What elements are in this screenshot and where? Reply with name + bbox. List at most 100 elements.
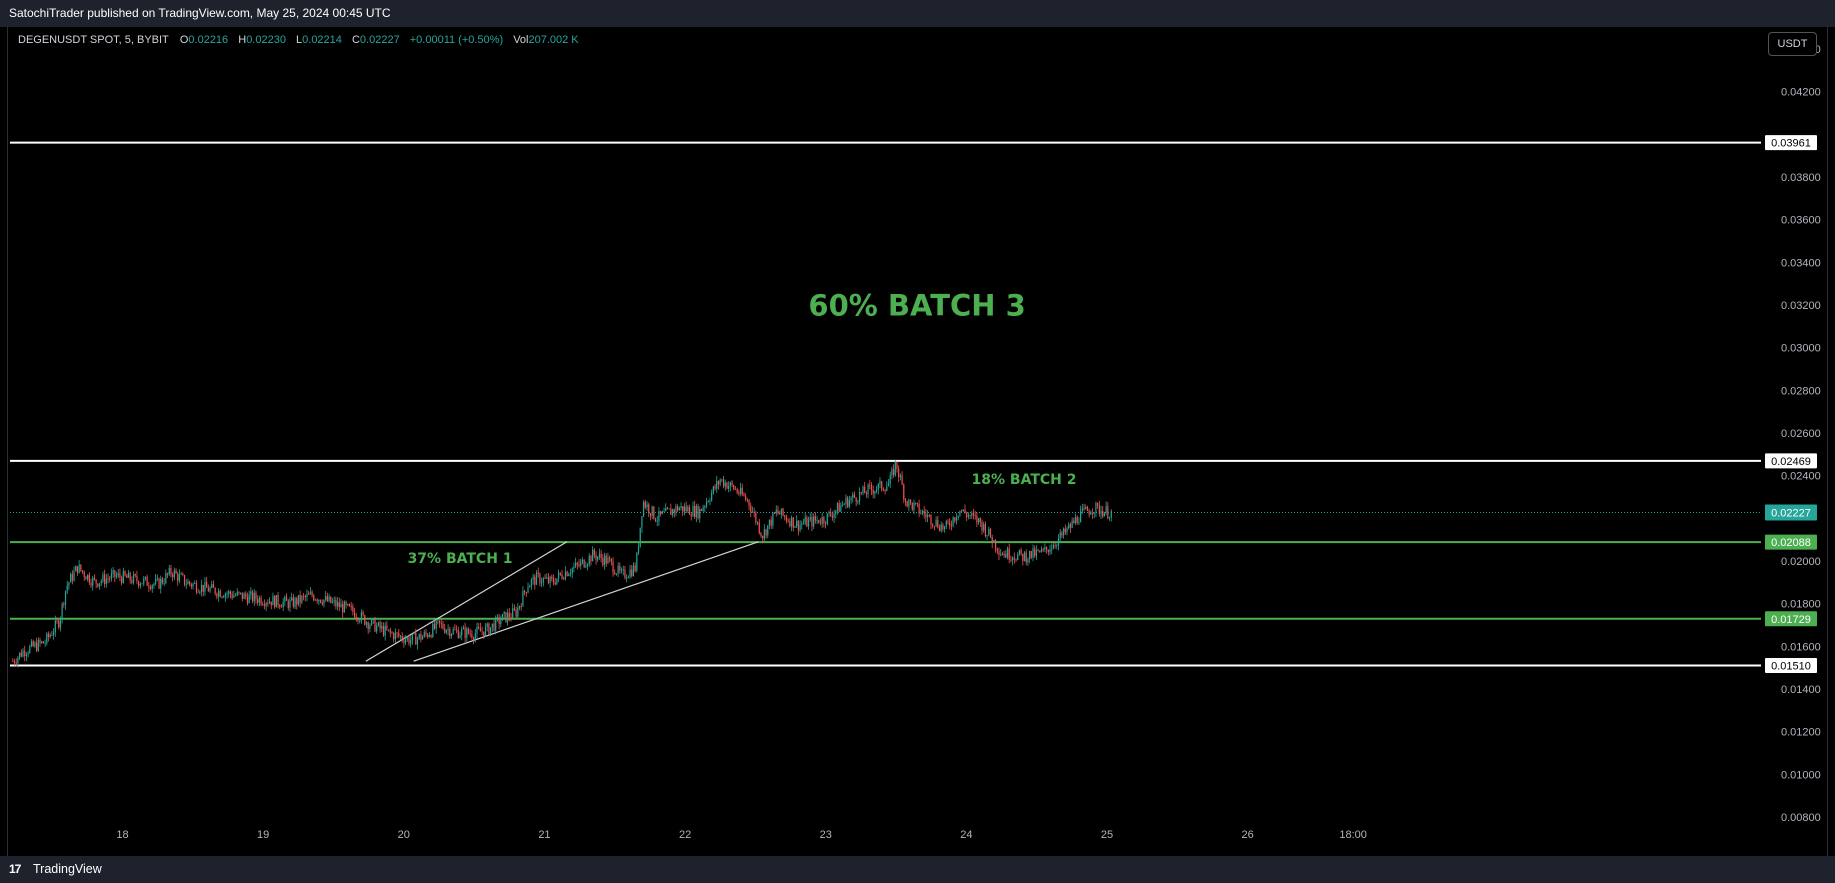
candle-body (287, 600, 289, 608)
candle-body (518, 605, 521, 608)
candle-body (1032, 548, 1034, 558)
candle-body (947, 521, 949, 523)
x-tick-label: 19 (257, 829, 269, 841)
candle-body (268, 601, 271, 604)
candle-body (688, 507, 691, 515)
candle-body (529, 585, 531, 588)
candle-body (311, 592, 313, 596)
open-value: 0.02216 (188, 34, 229, 46)
candle-body (248, 594, 250, 604)
price-chart[interactable]: 0.044000.042000.038000.036000.034000.032… (8, 27, 1827, 856)
candle-body (637, 546, 640, 553)
candle-body (666, 507, 669, 509)
candle-body (932, 524, 934, 526)
candle-body (796, 520, 798, 527)
candle-body (336, 602, 339, 607)
candle-body (105, 578, 107, 585)
level-price-label: 0.01729 (1771, 614, 1811, 626)
candle-body (665, 507, 667, 512)
symbol-info[interactable]: DEGENUSDT SPOT, 5, BYBIT (18, 34, 169, 46)
candle-body (386, 625, 388, 630)
candle-body (384, 625, 386, 636)
candle-body (445, 630, 447, 633)
candle-body (500, 620, 502, 625)
tradingview-brand[interactable]: TradingView (33, 862, 102, 876)
candle-body (490, 627, 492, 635)
candle-body (1008, 548, 1010, 560)
candle-body (692, 506, 694, 517)
candle-body (112, 570, 114, 574)
candle-body (690, 514, 692, 517)
candle-body (661, 511, 663, 514)
candle-body (864, 486, 866, 494)
open-label: O (179, 34, 189, 46)
candle-body (224, 594, 226, 598)
candle-body (530, 579, 533, 586)
candle-body (575, 562, 577, 567)
candle-body (238, 591, 240, 593)
candle-body (39, 639, 41, 643)
candle-body (569, 573, 572, 575)
candle-body (493, 623, 495, 631)
candle-body (117, 573, 119, 576)
chart-frame[interactable]: 0.044000.042000.038000.036000.034000.032… (7, 27, 1828, 856)
candle-body (294, 598, 296, 607)
tradingview-logo-icon[interactable]: 17 (9, 862, 21, 876)
candle-body (622, 569, 624, 571)
candle-body (872, 490, 874, 494)
candle-body (828, 512, 830, 514)
candle-body (777, 509, 779, 513)
candle-body (593, 549, 595, 556)
candle-body (532, 576, 534, 580)
candle-body (131, 580, 133, 583)
candle-body (789, 521, 791, 527)
candle-body (561, 574, 563, 579)
candle-body (823, 517, 825, 524)
candle-body (610, 559, 612, 562)
candle-body (399, 635, 402, 637)
candle-body (200, 584, 203, 592)
candle-body (1066, 528, 1068, 533)
candle-body (585, 566, 587, 568)
candle-body (304, 596, 306, 598)
candle-body (255, 592, 257, 600)
y-tick-label: 0.01800 (1781, 599, 1821, 611)
candle-body (250, 591, 252, 595)
candle-body (542, 578, 544, 583)
candle-body (444, 628, 446, 633)
y-tick-label: 0.02400 (1781, 471, 1821, 483)
candle-body (396, 632, 398, 634)
candle-body (209, 587, 211, 592)
candle-body (892, 469, 895, 476)
candle-body (1044, 547, 1046, 550)
candle-body (168, 567, 170, 575)
candle-body (335, 600, 337, 607)
candle-body (1040, 549, 1043, 552)
candle-body (119, 573, 121, 578)
candle-body (73, 571, 75, 581)
candle-body (705, 501, 708, 507)
candle-body (308, 594, 310, 595)
candle-body (627, 576, 629, 578)
candle-body (495, 617, 497, 631)
candle-body (20, 652, 22, 657)
candle-body (654, 518, 657, 522)
candle-body (1010, 559, 1012, 561)
candle-body (525, 592, 527, 593)
candle-body (265, 603, 267, 606)
candle-body (80, 564, 82, 571)
currency-button[interactable]: USDT (1768, 32, 1817, 56)
candle-body (306, 594, 308, 598)
candle-body (432, 623, 434, 637)
candle-body (92, 577, 94, 586)
candle-body (274, 596, 276, 608)
close-label: C (351, 34, 360, 46)
candle-body (996, 548, 998, 552)
candle-body (835, 510, 837, 514)
candle-body (556, 578, 558, 585)
candle-body (746, 499, 748, 501)
volume-value: 207.002 K (528, 34, 579, 46)
low-value: 0.02214 (302, 34, 342, 46)
candle-body (728, 486, 730, 489)
candle-body (770, 519, 772, 526)
